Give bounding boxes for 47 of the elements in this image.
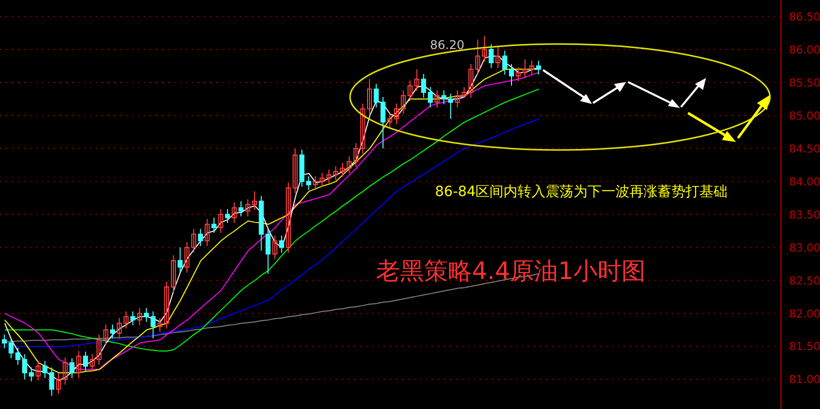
y-tick-label: 83.00 bbox=[789, 241, 820, 254]
y-tick-label: 84.00 bbox=[789, 175, 820, 188]
candlestick bbox=[178, 246, 183, 273]
candlestick bbox=[82, 351, 88, 372]
candlestick bbox=[28, 366, 34, 382]
annotation: 86-84区间内转入震荡为下一波再涨蓄势打基础 bbox=[435, 183, 728, 201]
candlestick bbox=[428, 86, 433, 108]
candlestick bbox=[218, 208, 224, 234]
candlestick bbox=[110, 324, 116, 339]
y-tick-label: 81.50 bbox=[789, 340, 820, 354]
candlestick bbox=[76, 350, 82, 378]
text: 老黑策略4.4原油1小时图 bbox=[376, 256, 646, 287]
candlestick bbox=[488, 44, 494, 68]
candlestick bbox=[211, 217, 216, 234]
y-tick-label: 81.00 bbox=[789, 373, 820, 386]
candlestick bbox=[204, 218, 210, 247]
y-tick-label: 86.00 bbox=[789, 43, 820, 56]
candlestick bbox=[232, 202, 237, 224]
y-tick-label: 83.50 bbox=[789, 208, 820, 222]
candlestick bbox=[366, 78, 372, 115]
candlestick bbox=[502, 50, 508, 76]
y-tick-label: 85.50 bbox=[789, 76, 820, 90]
candlestick bbox=[69, 358, 74, 378]
candlestick bbox=[529, 60, 534, 76]
y-tick-label: 82.50 bbox=[789, 274, 820, 288]
candlestick bbox=[482, 36, 487, 62]
candlestick bbox=[421, 73, 426, 98]
y-tick-label: 82.00 bbox=[789, 307, 820, 320]
candlestick bbox=[495, 46, 500, 68]
y-tick-label: 86.50 bbox=[789, 10, 820, 24]
candlestick bbox=[279, 235, 284, 254]
y-tick-label: 84.50 bbox=[789, 142, 820, 156]
candlestick bbox=[434, 90, 440, 108]
candlestick bbox=[536, 60, 542, 76]
candlestick bbox=[414, 68, 420, 92]
candlestick bbox=[170, 254, 176, 293]
y-tick-label: 85.00 bbox=[789, 109, 820, 122]
candlestick bbox=[198, 228, 203, 247]
candlestick bbox=[103, 324, 108, 346]
candlestick bbox=[130, 310, 136, 326]
annotation: 86.20 bbox=[430, 38, 464, 52]
candlestick bbox=[36, 360, 41, 382]
candlestick bbox=[272, 235, 278, 260]
candlestick bbox=[137, 308, 142, 326]
candlestick bbox=[224, 208, 230, 224]
candlestick bbox=[508, 63, 514, 86]
candlestick bbox=[238, 200, 244, 217]
